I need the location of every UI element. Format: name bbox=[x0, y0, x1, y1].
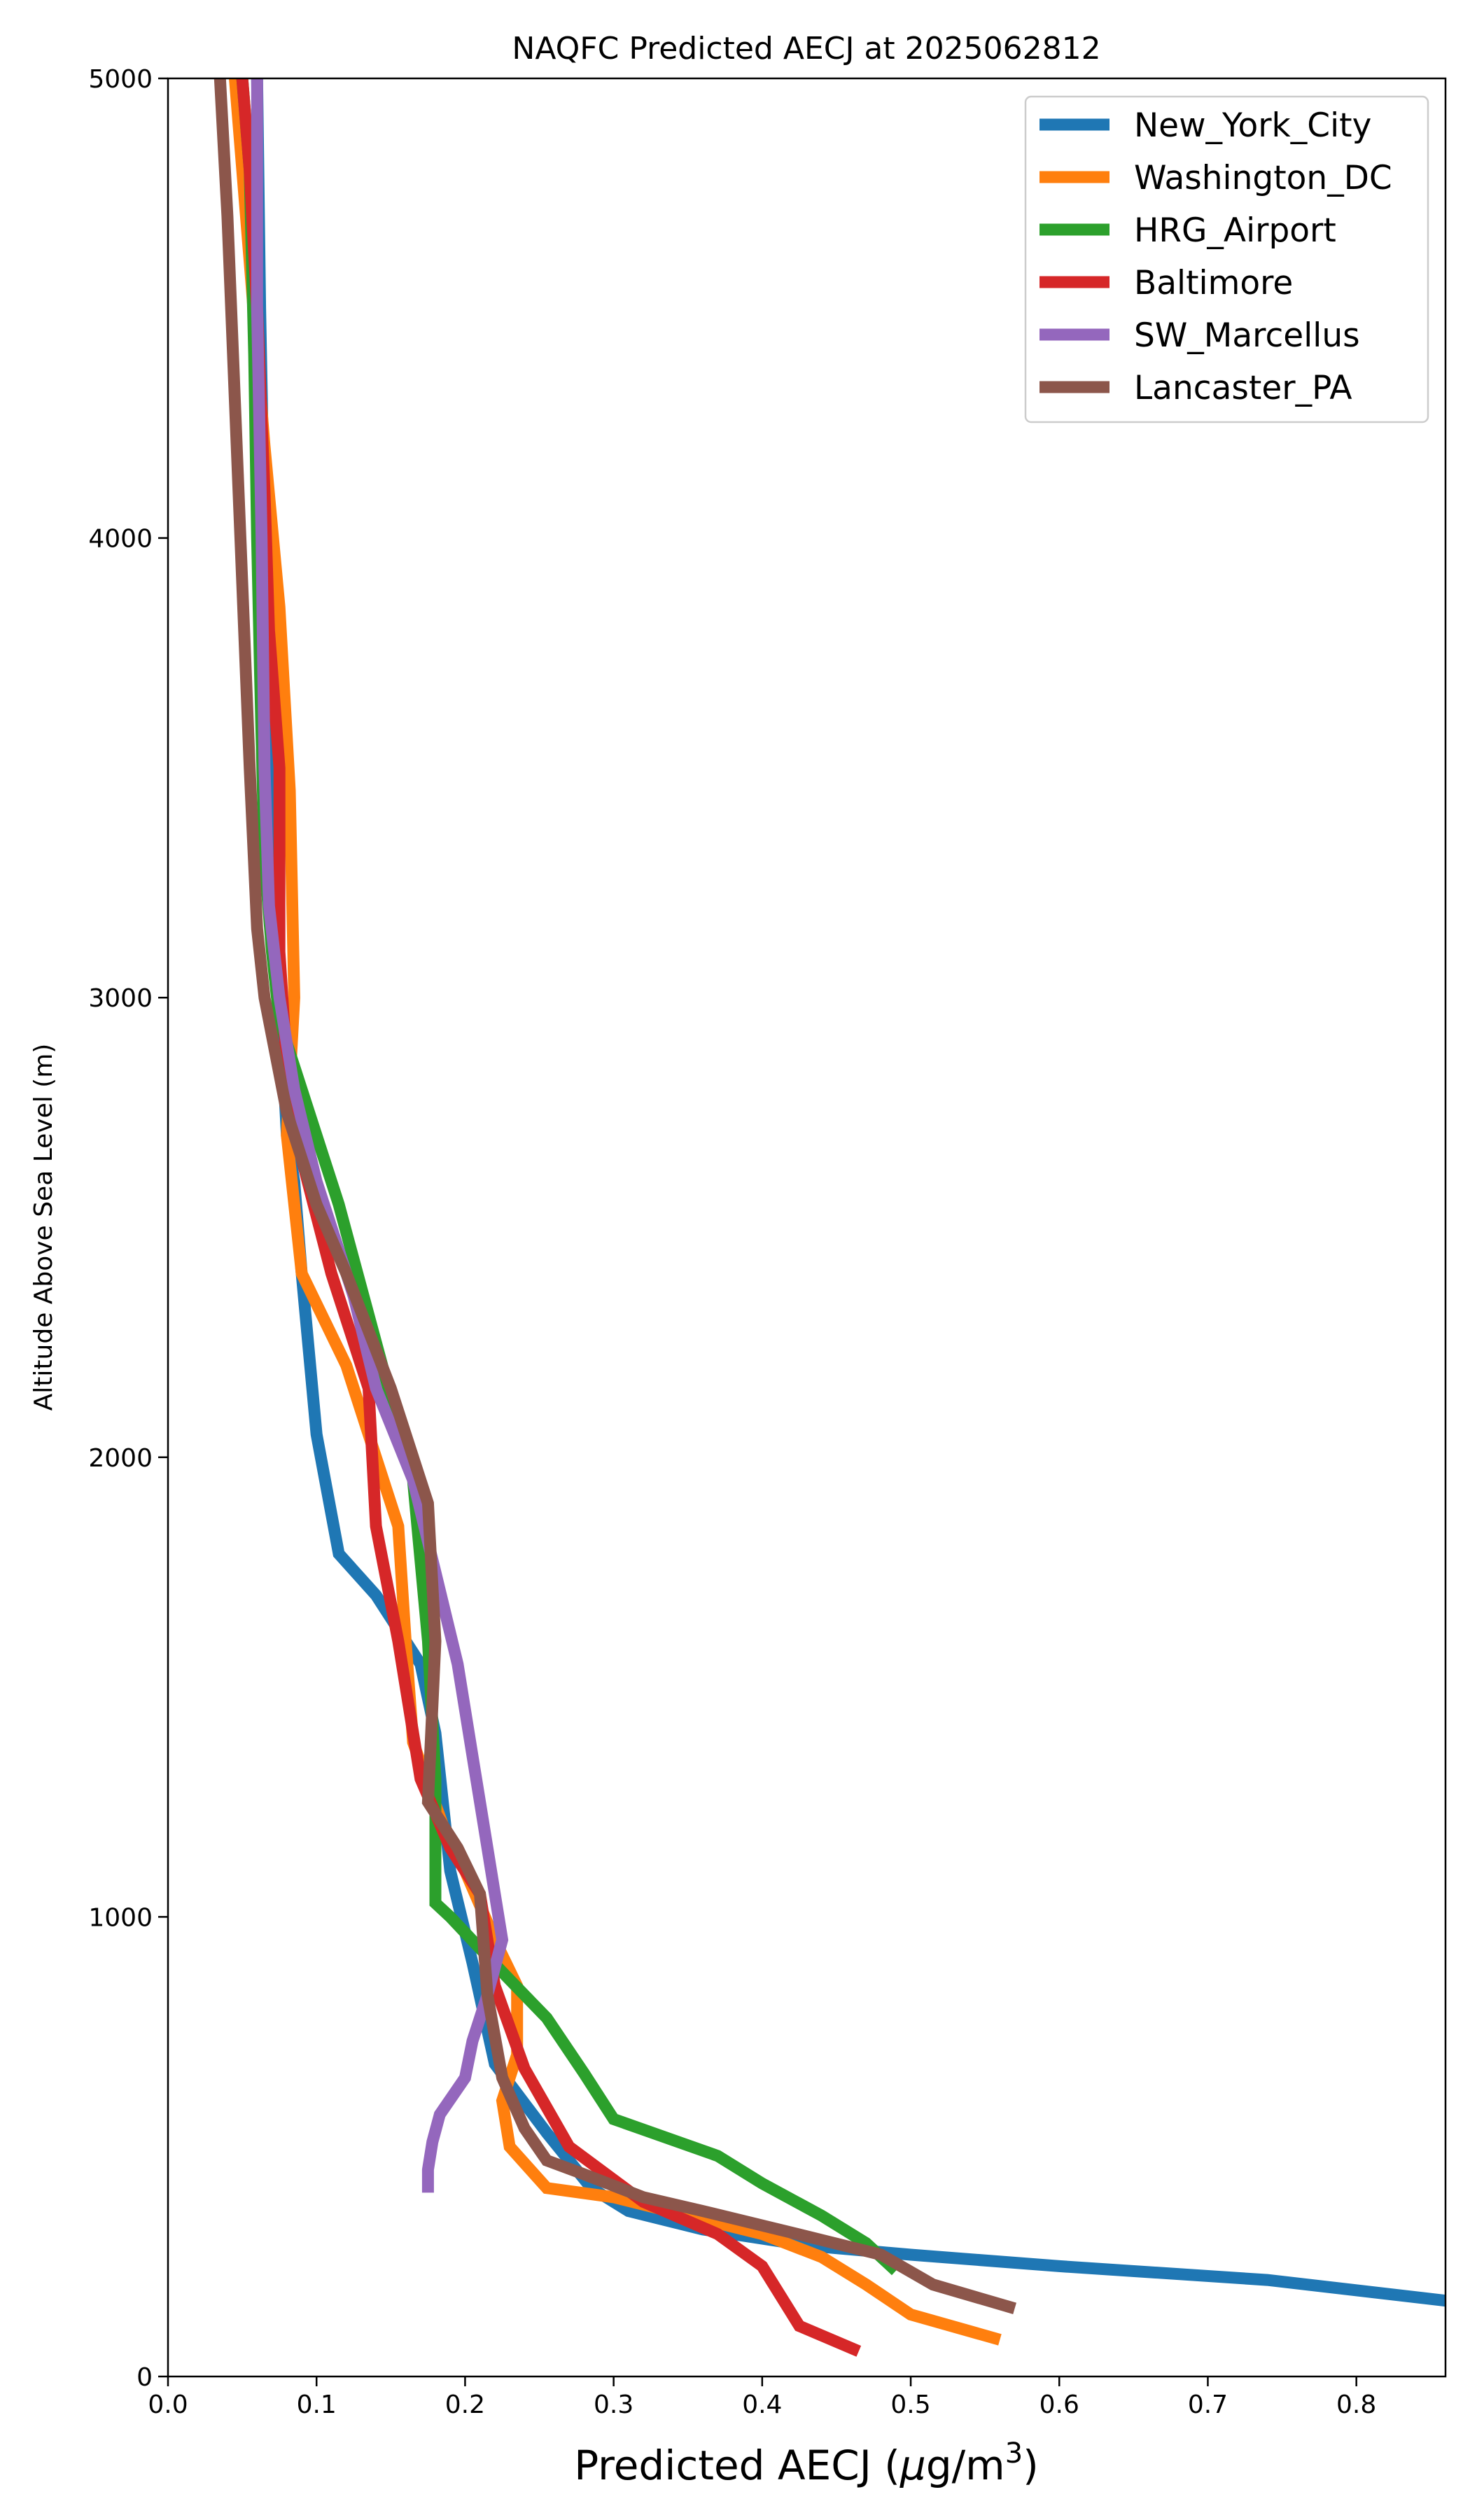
y-axis: 0 1000 2000 3000 4000 5000 bbox=[88, 65, 168, 2392]
series-line-lancaster-pa bbox=[214, 78, 1016, 2314]
y-tick-label: 4000 bbox=[88, 525, 153, 554]
series-layer bbox=[214, 78, 1446, 2357]
x-axis-label-unit: g/m bbox=[926, 2442, 1005, 2489]
x-tick-label: 0.6 bbox=[1040, 2390, 1079, 2419]
y-tick-label: 2000 bbox=[88, 1444, 153, 1473]
x-axis-label-mu: μ bbox=[899, 2442, 926, 2489]
x-tick-label: 0.4 bbox=[742, 2390, 782, 2419]
x-tick-label: 0.5 bbox=[890, 2390, 930, 2419]
legend: New_York_City Washington_DC HRG_Airport Bal… bbox=[1024, 95, 1429, 424]
x-axis-label-prefix: Predicted AECJ ( bbox=[574, 2442, 900, 2489]
x-axis: 0.0 0.1 0.2 0.3 0.4 0.5 0.6 0.7 0.8 bbox=[148, 2376, 1376, 2419]
x-tick-label: 0.7 bbox=[1188, 2390, 1228, 2419]
legend-label: Lancaster_PA bbox=[1134, 369, 1352, 407]
x-axis-label-superscript: 3 bbox=[1005, 2437, 1023, 2470]
y-tick-label: 5000 bbox=[88, 65, 153, 94]
legend-label: SW_Marcellus bbox=[1134, 316, 1360, 355]
plot-frame bbox=[167, 77, 1447, 2378]
x-tick-label: 0.3 bbox=[594, 2390, 634, 2419]
y-tick-label: 3000 bbox=[88, 984, 153, 1013]
y-tick-label: 1000 bbox=[88, 1903, 153, 1932]
legend-label: New_York_City bbox=[1134, 106, 1371, 145]
y-axis-label: Altitude Above Sea Level (m) bbox=[29, 1044, 58, 1411]
x-tick-label: 0.0 bbox=[148, 2390, 188, 2419]
x-axis-label: Predicted AECJ (μg/m3) bbox=[574, 2437, 1039, 2489]
x-tick-label: 0.2 bbox=[445, 2390, 485, 2419]
y-tick-label: 0 bbox=[136, 2363, 153, 2392]
chart-title: NAQFC Predicted AECJ at 2025062812 bbox=[512, 31, 1100, 66]
x-axis-label-suffix: ) bbox=[1023, 2442, 1039, 2489]
legend-box bbox=[1024, 95, 1429, 424]
legend-label: Washington_DC bbox=[1134, 159, 1392, 197]
legend-label: HRG_Airport bbox=[1134, 211, 1336, 250]
x-tick-label: 0.8 bbox=[1336, 2390, 1376, 2419]
x-tick-label: 0.1 bbox=[297, 2390, 337, 2419]
legend-label: Baltimore bbox=[1134, 264, 1293, 302]
